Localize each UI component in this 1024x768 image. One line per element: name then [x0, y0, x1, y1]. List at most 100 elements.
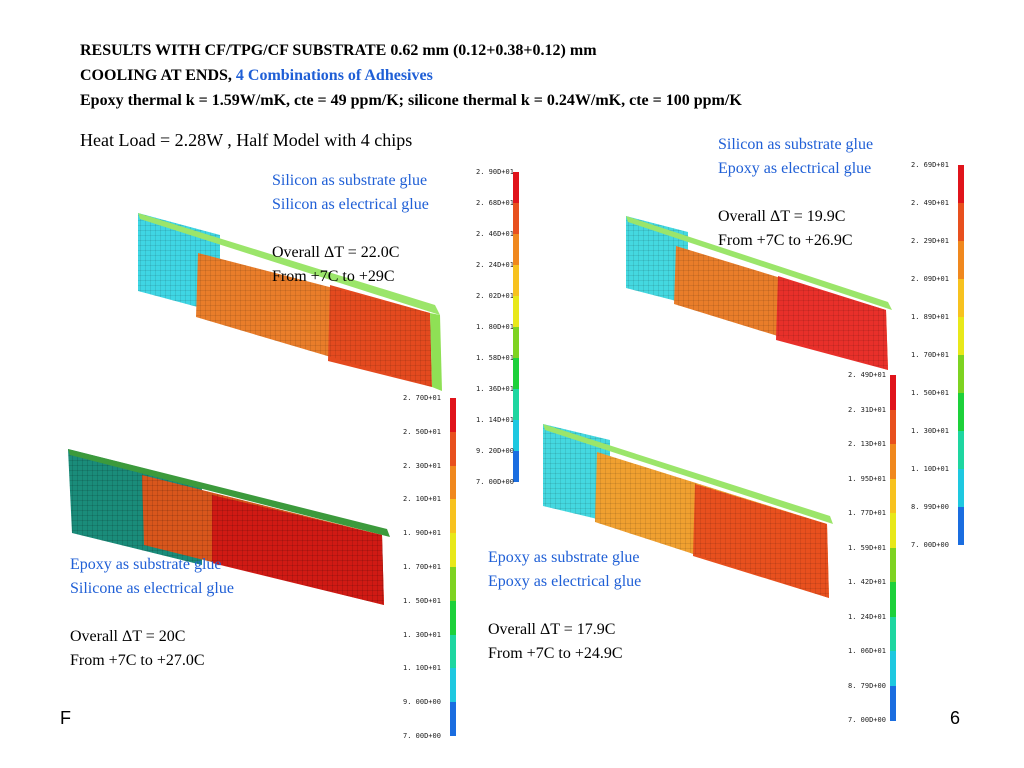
- scale-label: 1. 36D+01: [476, 385, 514, 393]
- scale-label: 1. 30D+01: [403, 630, 441, 639]
- scale-segment: [450, 533, 456, 568]
- scale-segment: [513, 172, 519, 203]
- scale-label: 1. 58D+01: [476, 354, 514, 362]
- scale-segment: [890, 478, 896, 514]
- scale-segment: [890, 582, 896, 617]
- fea-model-2: [626, 216, 892, 370]
- scale-segment: [513, 203, 519, 234]
- scale-label: 1. 10D+01: [403, 664, 441, 673]
- scale-label: 2. 29D+01: [911, 237, 949, 245]
- panel-2-glue-2: Epoxy as electrical glue: [718, 160, 872, 177]
- scale-segment: [890, 685, 896, 721]
- scale-label: 2. 13D+01: [848, 440, 886, 448]
- color-scale-1: 2. 90D+01 2. 68D+01 2. 46D+01 2. 24D+01 2. 0…: [476, 168, 521, 486]
- scale-segment: [513, 451, 519, 482]
- scale-segment: [450, 465, 456, 500]
- scale-label: 2. 46D+01: [476, 230, 514, 238]
- scale-segment: [513, 296, 519, 327]
- panel-3-glue-2: Silicone as electrical glue: [70, 580, 234, 597]
- header-line-2-prefix: COOLING AT ENDS,: [80, 67, 236, 84]
- scale-label: 8. 99D+00: [911, 503, 949, 511]
- header-line-2-highlight: 4 Combinations of Adhesives: [235, 67, 433, 84]
- scale-label: 2. 68D+01: [476, 199, 514, 207]
- panel-4-glue-2: Epoxy as electrical glue: [488, 573, 642, 590]
- scale-segment: [958, 279, 964, 317]
- panel-4-delta: Overall ΔT = 17.9C: [488, 621, 616, 638]
- scale-label: 1. 95D+01: [848, 474, 886, 483]
- scale-segment: [513, 358, 519, 389]
- scale-label: 1. 80D+01: [476, 323, 514, 331]
- scale-label: 1. 50D+01: [403, 596, 441, 605]
- scale-segment: [958, 431, 964, 469]
- fea-model-1: [138, 213, 442, 391]
- heat-load-label: Heat Load = 2.28W , Half Model with 4 ch…: [80, 130, 413, 150]
- scale-segment: [958, 469, 964, 507]
- scale-segment: [513, 327, 519, 358]
- panel-1-range: From +7C to +29C: [272, 268, 395, 285]
- scale-segment: [958, 241, 964, 279]
- scale-label: 1. 30D+01: [911, 427, 949, 435]
- scale-label: 7. 00D+00: [476, 478, 514, 486]
- scale-segment: [450, 600, 456, 635]
- scale-segment: [450, 567, 456, 601]
- scale-label: 2. 24D+01: [476, 261, 514, 269]
- scale-label: 1. 90D+01: [403, 529, 441, 538]
- scale-label: 2. 50D+01: [403, 427, 441, 436]
- scale-segment: [513, 265, 519, 296]
- scale-label: 1. 50D+01: [911, 389, 949, 397]
- scale-segment: [513, 234, 519, 265]
- scale-label: 2. 02D+01: [476, 292, 514, 300]
- panel-2-glue-1: Silicon as substrate glue: [718, 136, 874, 153]
- scale-segment: [958, 507, 964, 545]
- scale-label: 1. 89D+01: [911, 313, 949, 321]
- scale-segment: [958, 393, 964, 431]
- scale-label: 1. 10D+01: [911, 465, 949, 473]
- scale-label: 7. 00D+00: [848, 716, 886, 724]
- panel-4-range: From +7C to +24.9C: [488, 645, 623, 662]
- scale-segment: [958, 317, 964, 355]
- panel-1-glue-1: Silicon as substrate glue: [272, 172, 428, 189]
- scale-label: 8. 79D+00: [848, 681, 886, 690]
- scale-segment: [958, 203, 964, 241]
- header-line-2: COOLING AT ENDS, 4 Combinations of Adhes…: [80, 67, 433, 85]
- panel-2-delta: Overall ΔT = 19.9C: [718, 208, 846, 225]
- header-line-3: Epoxy thermal k = 1.59W/mK, cte = 49 ppm…: [80, 92, 742, 109]
- footer-left-text: F: [60, 708, 71, 728]
- scale-segment: [513, 389, 519, 420]
- color-scale-3: 2. 70D+01 2. 50D+01 2. 30D+01 2. 10D+01 1. 9…: [403, 394, 458, 740]
- scale-segment: [450, 702, 456, 737]
- scale-segment: [450, 634, 456, 669]
- panel-4-glue-1: Epoxy as substrate glue: [488, 549, 640, 566]
- header-line-1: RESULTS WITH CF/TPG/CF SUBSTRATE 0.62 mm…: [80, 42, 597, 59]
- scale-label: 1. 70D+01: [911, 351, 949, 359]
- scale-label: 2. 49D+01: [848, 371, 886, 379]
- scale-segment: [890, 651, 896, 686]
- panel-3-glue-1: Epoxy as substrate glue: [70, 556, 222, 573]
- panel-1-glue-2: Silicon as electrical glue: [272, 196, 429, 213]
- scale-segment: [958, 355, 964, 393]
- scale-label: 1. 70D+01: [403, 563, 441, 571]
- scale-label: 1. 24D+01: [848, 612, 886, 621]
- scale-segment: [958, 165, 964, 203]
- panel-1-delta: Overall ΔT = 22.0C: [272, 244, 400, 261]
- scale-segment: [450, 431, 456, 466]
- scale-label: 9. 00D+00: [403, 698, 441, 707]
- scale-label: 2. 09D+01: [911, 275, 949, 283]
- scale-segment: [890, 409, 896, 445]
- scale-label: 7. 00D+00: [911, 541, 949, 549]
- scale-label: 2. 69D+01: [911, 161, 949, 169]
- color-scale-4: 2. 49D+01 2. 31D+01 2. 13D+01 1. 95D+01 1. 7…: [848, 371, 898, 724]
- scale-segment: [450, 398, 456, 432]
- scale-label: 2. 90D+01: [476, 168, 514, 176]
- fea-model-4: [543, 424, 833, 598]
- scale-segment: [450, 499, 456, 534]
- scale-label: 9. 20D+00: [476, 447, 514, 455]
- scale-segment: [890, 616, 896, 652]
- scale-segment: [890, 375, 896, 410]
- scale-label: 2. 70D+01: [403, 394, 441, 402]
- scale-label: 2. 10D+01: [403, 495, 441, 504]
- scale-segment: [890, 547, 896, 583]
- scale-label: 2. 49D+01: [911, 199, 949, 207]
- scale-label: 1. 77D+01: [848, 509, 886, 517]
- panel-3-range: From +7C to +27.0C: [70, 652, 205, 669]
